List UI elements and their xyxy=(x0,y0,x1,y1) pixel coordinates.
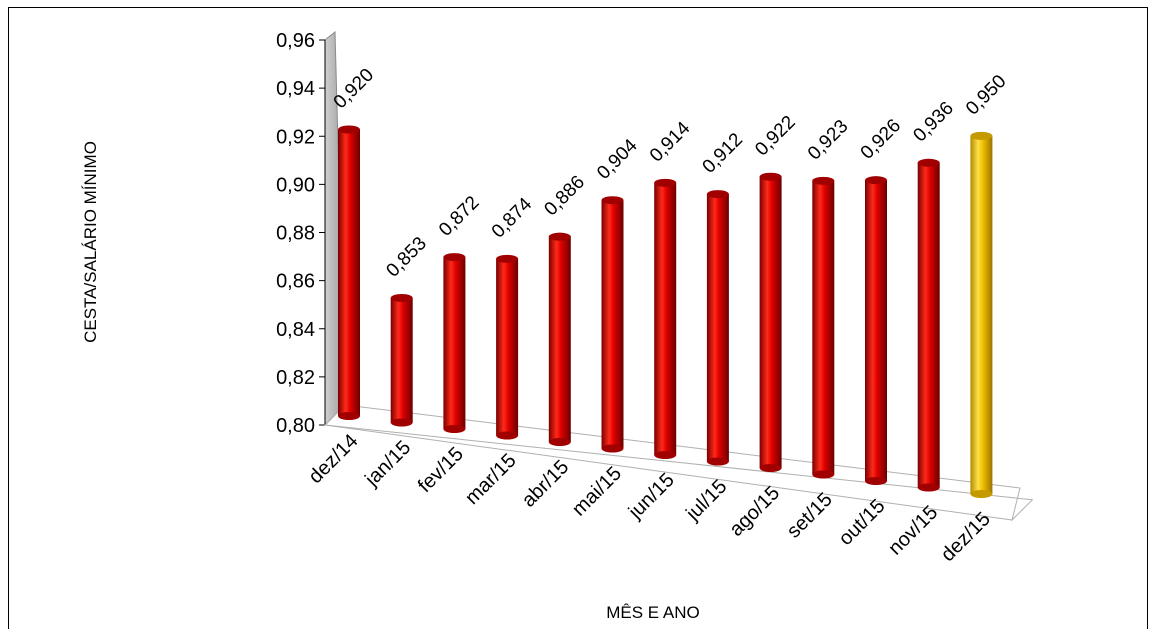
y-tick-label: 0,96 xyxy=(276,30,315,52)
x-tick-label: ago/15 xyxy=(725,482,784,541)
bar-top xyxy=(812,176,835,185)
x-tick-label: abr/15 xyxy=(518,456,574,512)
x-tick-label: set/15 xyxy=(783,488,837,542)
bar xyxy=(496,254,519,440)
x-axis-title: MÊS E ANO xyxy=(606,603,700,622)
bar-top xyxy=(970,131,993,140)
bar-top xyxy=(338,125,360,134)
x-tick-label: jul/15 xyxy=(681,475,731,525)
y-tick-label: 0,92 xyxy=(276,126,315,148)
bar-body xyxy=(654,182,677,455)
x-tick-label: jun/15 xyxy=(624,469,679,524)
bar xyxy=(443,253,466,433)
bar-top xyxy=(917,158,940,167)
x-tick-label: dez/14 xyxy=(305,430,363,488)
bar xyxy=(390,293,413,427)
bar-body xyxy=(548,236,571,442)
bar-top xyxy=(390,293,413,302)
data-label: 0,923 xyxy=(804,116,852,164)
data-label: 0,936 xyxy=(909,98,957,146)
bar xyxy=(601,196,624,453)
bar-top xyxy=(548,232,571,241)
bar xyxy=(654,178,677,459)
x-tick-label: fev/15 xyxy=(414,443,468,497)
bar-top xyxy=(601,196,624,205)
bar-body xyxy=(865,180,887,482)
y-tick-label: 0,88 xyxy=(276,223,315,245)
bar-base xyxy=(759,464,782,472)
bar-body xyxy=(601,200,624,449)
bar-top xyxy=(443,253,466,262)
data-label: 0,950 xyxy=(962,71,1010,119)
bar-top xyxy=(865,176,887,185)
x-tick-label: jan/15 xyxy=(360,436,415,491)
bar-base xyxy=(970,490,993,498)
y-axis-title: CESTA/SALÁRIO MÍNIMO xyxy=(81,141,100,343)
bar-body xyxy=(390,297,413,423)
bar-body xyxy=(970,135,993,494)
bar-body xyxy=(496,258,519,436)
bar xyxy=(338,125,360,420)
bar-base xyxy=(548,438,571,446)
y-tick-label: 0,94 xyxy=(276,78,315,100)
data-label: 0,922 xyxy=(751,112,799,160)
x-tick-label: nov/15 xyxy=(884,501,942,559)
y-tick-label: 0,90 xyxy=(276,174,315,196)
bar-top xyxy=(496,254,519,263)
bar-base xyxy=(706,457,729,466)
bar xyxy=(548,232,571,446)
bar-base xyxy=(654,451,677,459)
bar xyxy=(917,158,940,492)
bar xyxy=(865,176,887,485)
bar xyxy=(706,190,729,466)
bar-top xyxy=(706,190,729,199)
bar-top xyxy=(654,178,677,187)
bar-base xyxy=(338,412,360,420)
data-label: 0,874 xyxy=(488,194,537,243)
bar-body xyxy=(759,176,782,468)
data-label: 0,886 xyxy=(540,172,588,220)
data-label: 0,914 xyxy=(646,118,695,167)
x-tick-label: mai/15 xyxy=(568,462,626,520)
x-tick-label: mar/15 xyxy=(461,449,521,509)
bar-base xyxy=(917,483,940,492)
bar-base xyxy=(601,444,624,453)
x-tick-label: dez/15 xyxy=(937,508,995,566)
bar-body xyxy=(338,129,360,416)
x-tick-label: out/15 xyxy=(835,495,890,550)
bar-body xyxy=(917,162,940,488)
x-axis-line xyxy=(324,424,1013,521)
y-tick-label: 0,80 xyxy=(276,415,315,437)
bar xyxy=(812,176,835,479)
data-label: 0,872 xyxy=(435,192,483,240)
y-tick-label: 0,86 xyxy=(276,271,315,293)
bar xyxy=(970,131,993,498)
bar-body xyxy=(443,257,466,429)
data-label: 0,926 xyxy=(857,115,905,163)
bar-base xyxy=(443,425,466,433)
bar-base xyxy=(496,431,519,440)
bar-top xyxy=(759,172,782,181)
bar-body xyxy=(706,194,729,462)
data-label: 0,912 xyxy=(699,129,747,177)
data-label: 0,904 xyxy=(593,135,642,184)
y-tick-label: 0,82 xyxy=(276,367,315,389)
bar-base xyxy=(390,418,413,427)
data-label: 0,853 xyxy=(382,233,430,281)
bar-base xyxy=(865,477,887,485)
bar-body xyxy=(812,180,835,475)
bar-base xyxy=(812,470,835,479)
chart-frame xyxy=(8,7,1148,629)
bar xyxy=(759,172,782,472)
y-tick-label: 0,84 xyxy=(276,319,315,341)
